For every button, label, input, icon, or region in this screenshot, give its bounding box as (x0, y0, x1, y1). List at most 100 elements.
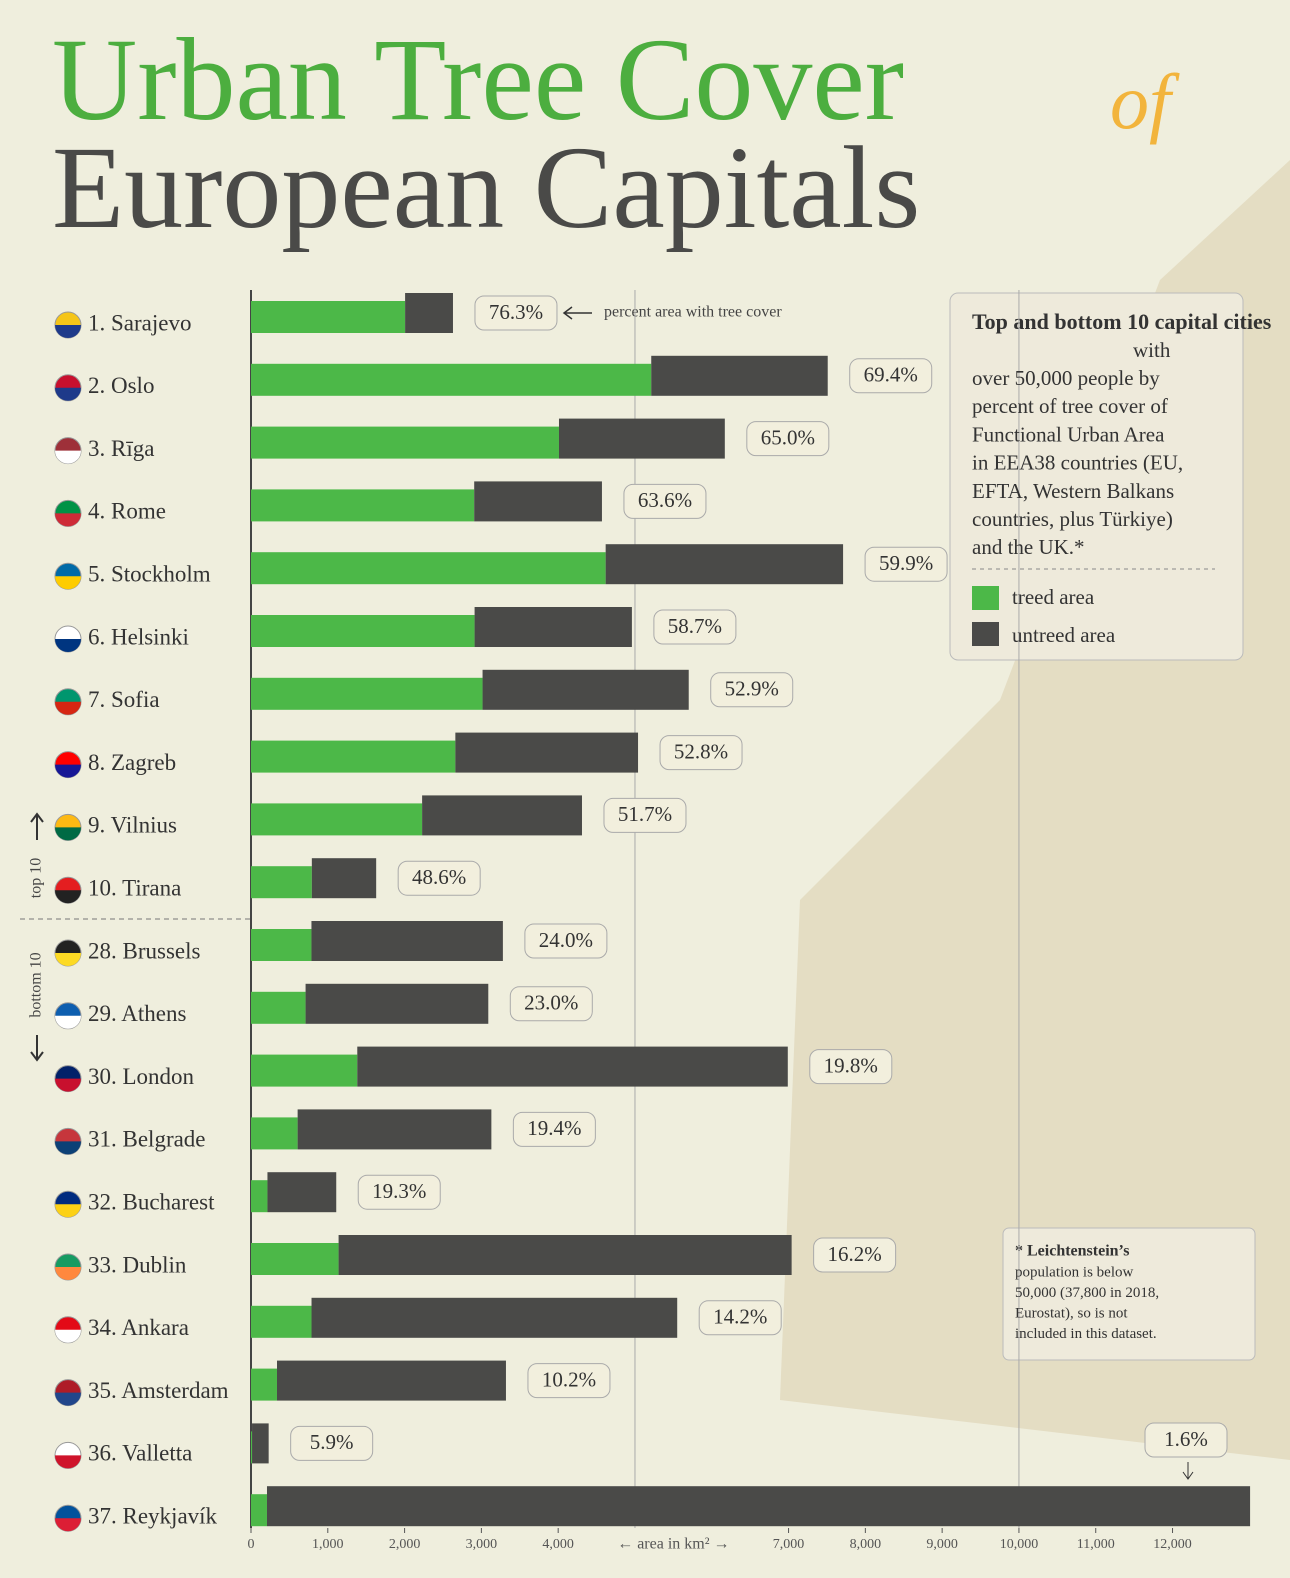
category-label: 31. Belgrade (88, 1127, 206, 1152)
value-label-box (809, 1049, 893, 1085)
value-label-box (849, 358, 933, 394)
value-label-box (527, 1363, 611, 1399)
flag (55, 1392, 81, 1406)
untreed-bar (311, 1297, 678, 1338)
arrow-down (30, 1035, 44, 1062)
x-tick-label: 3,000 (466, 1537, 498, 1552)
value-label: 14.2% (713, 1305, 767, 1329)
treed-bar (251, 1494, 267, 1527)
value-label-box (864, 546, 948, 582)
value-label: 19.3% (372, 1179, 426, 1203)
untreed-bar (277, 1360, 506, 1401)
treed-bar (251, 1117, 298, 1150)
treed-bar (251, 363, 652, 396)
x-axis-label: ← area in km² → (617, 1536, 729, 1553)
untreed-bar (338, 1235, 792, 1275)
untreed-bar (357, 1046, 788, 1087)
category-label: 4. Rome (88, 499, 166, 524)
value-label-box (509, 986, 593, 1022)
treed-bar (251, 803, 423, 836)
x-tick-label: 12,000 (1153, 1537, 1192, 1552)
value-label-box (698, 1300, 782, 1336)
untreed-bar (405, 293, 453, 333)
untreed-bar (558, 418, 725, 459)
value-label: 19.8% (824, 1053, 878, 1077)
value-label-box (512, 1111, 596, 1147)
category-label: 8. Zagreb (88, 750, 176, 775)
x-tick-label: 10,000 (1000, 1537, 1039, 1552)
category-label: 7. Sofia (88, 687, 160, 712)
untreed-bar (305, 983, 489, 1024)
untreed-bar (651, 355, 828, 396)
x-tick-label: 7,000 (773, 1537, 805, 1552)
value-label-box (746, 421, 830, 457)
x-tick-label: 1,000 (312, 1537, 344, 1552)
treed-bar (251, 552, 606, 585)
legend-swatch (972, 586, 999, 610)
legend-label: treed area (1012, 585, 1095, 609)
untreed-bar (297, 1109, 492, 1150)
legend-intro: in EEA38 countries (EU, (972, 451, 1183, 475)
category-label: 28. Brussels (88, 938, 201, 963)
flag (55, 325, 81, 338)
flag (55, 1267, 81, 1280)
category-label: 35. Amsterdam (88, 1378, 229, 1403)
value-label: 69.4% (864, 363, 918, 387)
group-label: top 10 (28, 858, 45, 898)
value-label: 48.6% (412, 865, 466, 889)
untreed-bar (252, 1423, 269, 1464)
subtitle: European Capitals (52, 122, 920, 253)
flag (55, 639, 81, 652)
title-connector: of (1110, 58, 1180, 145)
note-bold: * Leichtenstein’s (1015, 1243, 1130, 1260)
x-tick-label: 9,000 (926, 1537, 958, 1552)
flag (55, 890, 81, 904)
legend-intro: over 50,000 people by (972, 366, 1160, 390)
flag (55, 387, 81, 401)
untreed-bar (455, 732, 639, 773)
x-tick-label: 8,000 (850, 1537, 882, 1552)
untreed-bar (311, 921, 503, 961)
value-label-box (710, 672, 794, 708)
value-label: 52.9% (725, 677, 779, 701)
treed-bar (251, 489, 475, 522)
value-label-box (524, 923, 608, 959)
legend-intro: with (1133, 338, 1171, 362)
label-arrow (1182, 1462, 1194, 1480)
flag (55, 1141, 81, 1155)
value-label: 24.0% (539, 928, 593, 952)
treed-bar (251, 1431, 253, 1464)
value-label-box (813, 1237, 897, 1273)
treed-bar (251, 740, 456, 773)
category-label: 30. London (88, 1064, 195, 1089)
value-label: 19.4% (527, 1116, 581, 1140)
flag (55, 701, 81, 715)
value-label: 51.7% (618, 802, 672, 826)
value-label: 65.0% (761, 425, 815, 449)
category-label: 37. Reykjavík (88, 1503, 218, 1528)
flag (55, 576, 81, 590)
legend-box (949, 292, 1244, 661)
category-label: 36. Valletta (88, 1441, 192, 1466)
value-label: 10.2% (542, 1367, 596, 1391)
value-label: 63.6% (638, 488, 692, 512)
category-label: 32. Bucharest (88, 1189, 215, 1214)
arrow-up (30, 812, 44, 840)
flag (55, 513, 81, 527)
value-label: 59.9% (879, 551, 933, 575)
untreed-bar (266, 1486, 1251, 1527)
treed-bar (251, 1054, 358, 1087)
legend-intro: percent of tree cover of (972, 394, 1168, 418)
legend-label: untreed area (1012, 623, 1116, 647)
legend-intro: and the UK.* (972, 535, 1085, 559)
legend-swatch (972, 622, 999, 646)
note: Eurostat), so is not (1015, 1305, 1128, 1321)
value-label: 52.8% (674, 739, 728, 763)
flag (55, 1015, 81, 1029)
legend: Top and bottom 10 capital cities (949, 292, 1272, 661)
untreed-bar (474, 607, 632, 647)
flag (55, 764, 81, 778)
value-label-box (603, 797, 687, 833)
category-label: 6. Helsinki (88, 624, 189, 649)
